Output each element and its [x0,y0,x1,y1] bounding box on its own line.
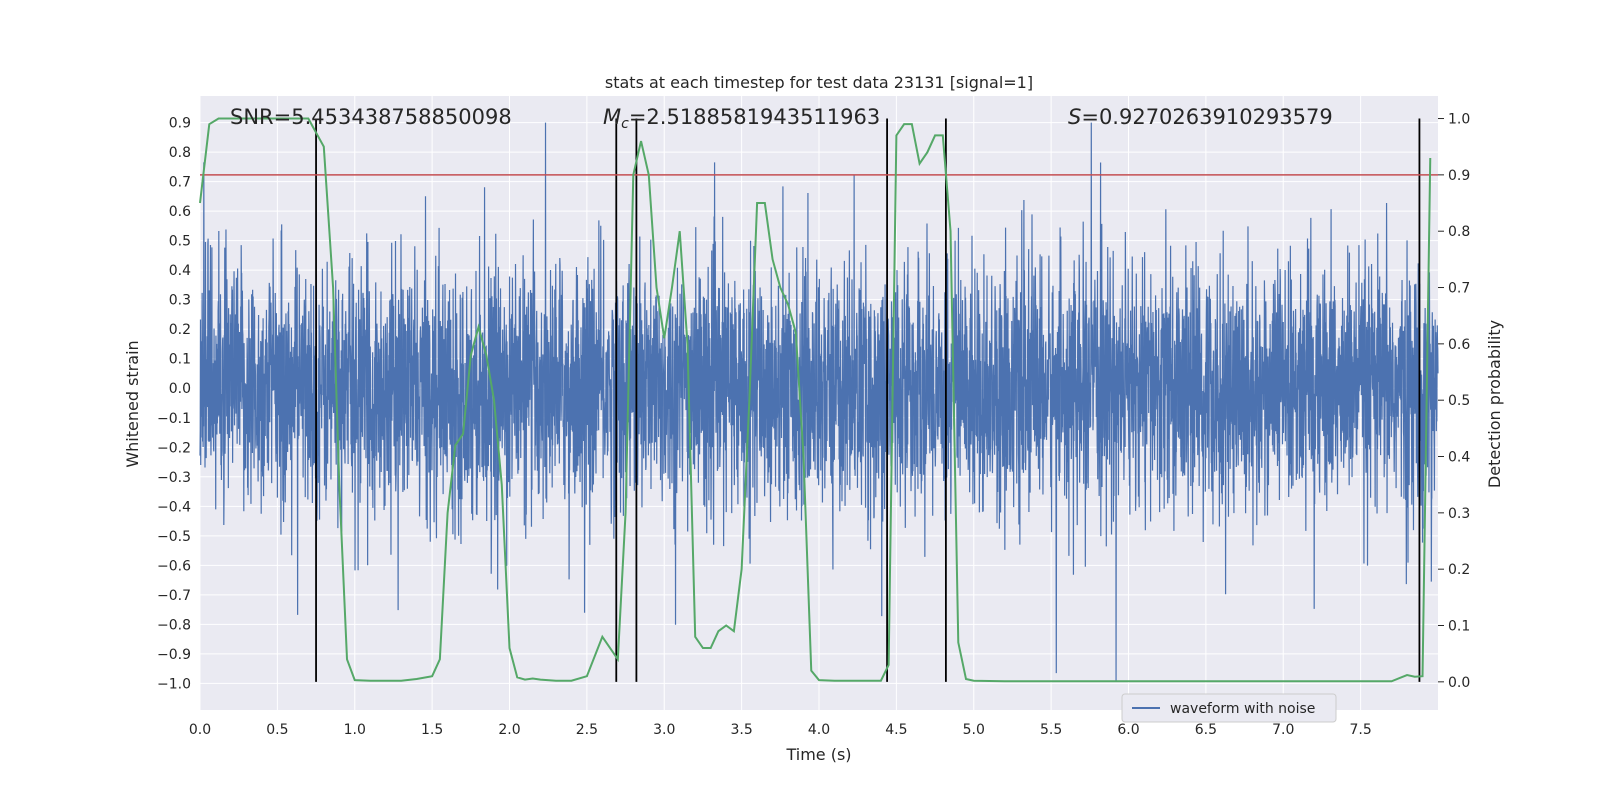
x-tick-label: 6.0 [1117,722,1139,738]
y2-tick-label: 0.3 [1448,506,1470,522]
y2-tick-label: 0.9 [1448,168,1470,184]
y-tick-label: 0.9 [169,116,191,132]
chirp-mass-symbol: M [603,105,621,129]
x-tick-label: 4.0 [808,722,830,738]
y-axis-label: Whitened strain [123,340,142,467]
legend-entry-waveform: waveform with noise [1170,701,1315,717]
s-symbol: S [1068,105,1081,129]
x-tick-label: 7.5 [1349,722,1371,738]
y-tick-label: −0.1 [157,411,191,427]
x-tick-label: 2.0 [498,722,520,738]
x-tick-label: 1.0 [344,722,366,738]
x-axis-label: Time (s) [785,745,851,764]
x-tick-label: 5.0 [963,722,985,738]
x-tick-labels: 0.0 0.5 1.0 1.5 2.0 2.5 3.0 3.5 4.0 4.5 5.0 5.5 6.0 6… [189,722,1372,738]
y2-tick-label: 1.0 [1448,112,1470,128]
y-tick-label: −0.5 [157,529,191,545]
y-tick-labels: 0.9 0.8 0.7 0.6 0.5 0.4 0.3 0.2 0.1 0.0 −0.1 −0.2 −0… [157,116,191,693]
y-tick-label: 0.5 [169,234,191,250]
y2-tick-label: 0.5 [1448,393,1470,409]
probability-series [199,117,1432,683]
y2-tick-label: 0.6 [1448,337,1470,353]
x-tick-label: 0.5 [266,722,288,738]
y2-tick-label: 0.8 [1448,224,1470,240]
x-tick-label: 6.5 [1195,722,1217,738]
legend: waveform with noise [1121,693,1337,723]
x-tick-label: 2.5 [576,722,598,738]
y-tick-label: −0.6 [157,558,191,574]
chirp-mass-value: =2.5188581943511963 [629,105,880,129]
y-tick-label: 0.7 [169,175,191,191]
x-tick-label: 3.0 [653,722,675,738]
y-tick-label: 0.4 [169,263,191,279]
y-tick-label: −0.3 [157,470,191,486]
vertical-markers [315,118,1421,682]
x-tick-label: 3.5 [730,722,752,738]
chirp-mass-subscript: c [621,116,629,132]
x-tick-label: 1.5 [421,722,443,738]
legend-box [1121,693,1337,723]
y-tick-label: 0.6 [169,204,191,220]
x-tick-label: 0.0 [189,722,211,738]
y-tick-label: −0.8 [157,617,191,633]
y-tick-label: −1.0 [157,676,191,692]
y-tick-label: −0.4 [157,499,191,515]
s-value: =0.9270263910293579 [1081,105,1332,129]
x-tick-label: 5.5 [1040,722,1062,738]
y2-tick-label: 0.1 [1448,619,1470,635]
y-tick-label: 0.8 [169,145,191,161]
chirp-mass-annotation: Mc=2.5188581943511963 [603,105,880,132]
y-tick-label: 0.1 [169,352,191,368]
waveform-line [199,122,1439,681]
y2-tick-label: 0.2 [1448,562,1470,578]
y-tick-label: −0.9 [157,647,191,663]
probability-line [199,117,1432,683]
y-tick-label: 0.0 [169,381,191,397]
x-tick-label: 7.0 [1272,722,1294,738]
y2-tick-label: 0.0 [1448,675,1470,691]
chart-title: stats at each timestep for test data 231… [605,73,1033,92]
x-tick-label: 4.5 [885,722,907,738]
y2-axis-label: Detection probability [1485,320,1504,488]
y-tick-label: −0.7 [157,588,191,604]
y-tick-label: 0.3 [169,293,191,309]
y2-tick-label: 0.7 [1448,281,1470,297]
y-tick-label: −0.2 [157,440,191,456]
snr-annotation: SNR=5.453438758850098 [230,105,512,129]
s-annotation: S=0.9270263910293579 [1068,105,1333,129]
y2-tick-labels: 1.0 0.9 0.8 0.7 0.6 0.5 0.4 0.3 0.2 0.1 0.0 [1438,112,1470,691]
waveform-series [199,122,1439,681]
y2-tick-label: 0.4 [1448,450,1470,466]
y-tick-label: 0.2 [169,322,191,338]
